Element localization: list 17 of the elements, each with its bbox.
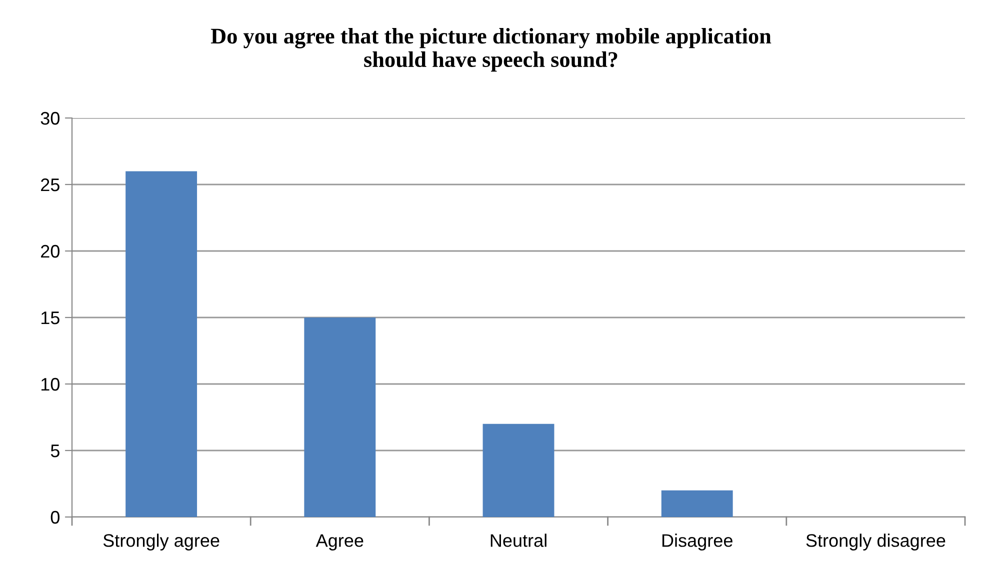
chart-title: Do you agree that the picture dictionary mobile application should have speech sound? [210,28,772,72]
x-tick-label: Neutral [490,534,546,547]
bar [661,490,733,517]
bar [304,318,376,517]
y-tick-label: 5 [50,444,60,458]
y-tick-label: 30 [40,112,60,125]
y-tick-label: 25 [41,178,60,192]
x-tick-label: Strongly disagree [806,534,946,550]
y-tick-label: 10 [41,378,60,391]
x-tick-label: Agree [316,534,364,550]
x-tick-label: Disagree [662,534,732,550]
y-tick-label: 0 [50,510,60,524]
y-tick-label: 20 [41,244,60,258]
x-tick-label: Strongly agree [103,534,220,550]
bar [126,171,198,517]
y-tick-label: 15 [41,312,60,324]
bar [482,424,554,517]
